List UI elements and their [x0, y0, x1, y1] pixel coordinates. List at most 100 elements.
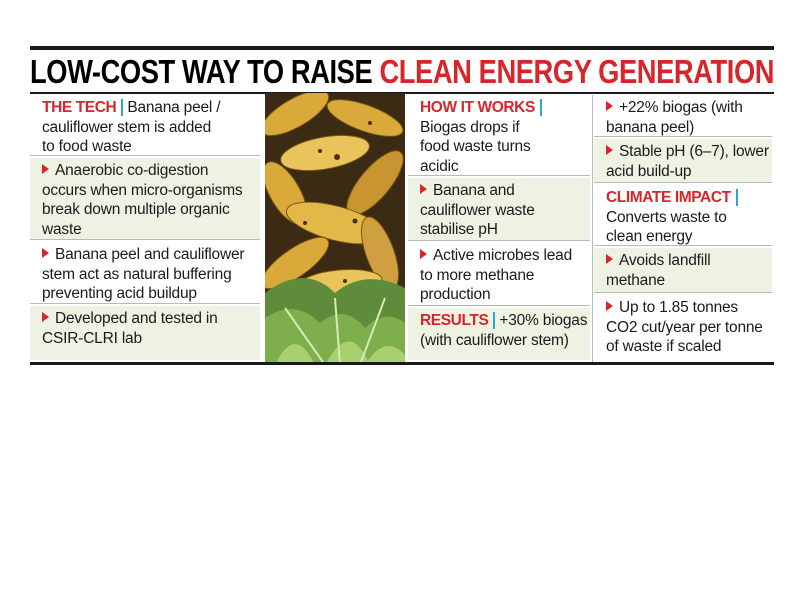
line-text: Avoids landfill [619, 252, 711, 269]
line-text: food waste turns [420, 138, 531, 155]
line-text: Stable pH (6–7), lower [619, 143, 769, 160]
line-text: Active microbes lead [433, 247, 573, 264]
line-text: production [420, 286, 491, 303]
text-line: CLIMATE IMPACT [606, 188, 768, 208]
text-block: Anaerobic co-digestion occurs when micro-… [30, 158, 260, 240]
text-line: preventing acid buildup [42, 284, 256, 304]
text-block: HOW IT WORKS Biogas drops if food waste tu… [408, 95, 590, 176]
text-line: HOW IT WORKS [420, 98, 586, 118]
text-line: to more methane [420, 266, 586, 286]
bullet-arrow [42, 164, 49, 174]
text-line: waste [42, 220, 256, 240]
bullet-arrow [606, 301, 613, 311]
section-label: THE TECH [42, 99, 124, 116]
bullet-arrow [420, 249, 427, 259]
line-text: to more methane [420, 266, 535, 284]
text-line: acid build-up [606, 162, 768, 182]
text-line: production [420, 285, 586, 305]
line-text: clean energy [606, 228, 693, 245]
line-text: Biogas drops if [420, 118, 520, 136]
headline-red: CLEAN ENERGY GENERATION [379, 53, 775, 90]
text-line: Banana and [420, 181, 586, 201]
bottom-rule [30, 362, 774, 365]
text-line: banana peel) [606, 118, 768, 138]
line-text: (with cauliflower stem) [420, 331, 569, 349]
text-block: Avoids landfill methane [594, 248, 772, 293]
line-text: CO2 cut/year per tonne [606, 318, 763, 336]
line-text: Anaerobic co-digestion [55, 162, 209, 179]
line-text: Banana and [433, 182, 515, 199]
photo [265, 93, 405, 365]
headline-black: LOW-COST WAY TO RAISE [30, 53, 373, 90]
text-line: cauliflower stem is added [42, 118, 256, 138]
bullet-arrow [606, 254, 613, 264]
line-text: acidic [420, 157, 459, 175]
line-text: methane [606, 271, 665, 289]
headline: LOW-COST WAY TO RAISE CLEAN ENERGY GENER… [30, 53, 775, 91]
line-text: waste [42, 220, 82, 238]
line-text: CSIR-CLRI lab [42, 329, 142, 347]
text-line: occurs when micro-organisms [42, 181, 256, 201]
text-line: CSIR-CLRI lab [42, 329, 256, 349]
column-divider [592, 95, 593, 363]
text-line: Anaerobic co-digestion [42, 161, 256, 181]
line-text: of waste if scaled [606, 338, 722, 355]
text-line: THE TECH Banana peel / [42, 98, 256, 118]
text-line: break down multiple organic [42, 200, 256, 220]
text-line: clean energy [606, 227, 768, 247]
line-text: preventing acid buildup [42, 285, 197, 302]
top-rule [30, 46, 774, 50]
text-line: Converts waste to [606, 208, 768, 228]
line-text: stem act as natural buffering [42, 265, 232, 283]
line-text: acid build-up [606, 162, 692, 180]
text-block: +22% biogas (with banana peel) [594, 95, 772, 137]
bullet-arrow [606, 145, 613, 155]
text-block: RESULTS +30% biogas (with cauliflower stem… [408, 308, 590, 360]
text-block: CLIMATE IMPACT Converts waste to clean ene… [594, 185, 772, 246]
text-line: methane [606, 271, 768, 291]
text-line: Banana peel and cauliflower [42, 245, 256, 265]
text-line: food waste turns [420, 137, 586, 157]
text-block: Up to 1.85 tonnes CO2 cut/year per tonne o… [594, 295, 772, 360]
line-text: +22% biogas (with [619, 99, 743, 116]
line-text: Banana peel and cauliflower [55, 246, 245, 263]
text-line: of waste if scaled [606, 337, 768, 357]
text-line: cauliflower waste [420, 201, 586, 221]
text-line: Stable pH (6–7), lower [606, 142, 769, 162]
line-text: Converts waste to [606, 208, 727, 226]
text-block: Stable pH (6–7), lower acid build-up [594, 139, 772, 183]
text-line: Biogas drops if [420, 118, 586, 138]
line-text: cauliflower waste [420, 201, 535, 219]
bullet-arrow [42, 312, 49, 322]
line-text: cauliflower stem is added [42, 118, 212, 136]
text-block: THE TECH Banana peel / cauliflower stem is… [30, 95, 260, 156]
line-text: break down multiple organic [42, 201, 230, 218]
line-text: to food waste [42, 138, 132, 155]
bullet-arrow [606, 101, 613, 111]
line-text: Developed and tested in [55, 310, 218, 327]
text-block: Banana peel and cauliflower stem act as n… [30, 242, 260, 304]
bullet-arrow [42, 248, 49, 258]
line-text: banana peel) [606, 118, 695, 136]
text-line: Developed and tested in [42, 309, 256, 329]
text-line: RESULTS +30% biogas [420, 311, 588, 331]
section-label: RESULTS [420, 312, 496, 329]
line-text: Up to 1.85 tonnes [619, 299, 738, 316]
text-line: CO2 cut/year per tonne [606, 318, 768, 338]
line-text: stabilise pH [420, 221, 498, 238]
text-line: stem act as natural buffering [42, 265, 256, 285]
text-block: Developed and tested in CSIR-CLRI lab [30, 306, 260, 360]
text-line: Active microbes lead [420, 246, 586, 266]
section-label: HOW IT WORKS [420, 99, 542, 116]
bullet-arrow [420, 184, 427, 194]
text-block: Banana and cauliflower waste stabilise pH [408, 178, 590, 241]
line-text: +30% biogas [499, 312, 588, 329]
line-text: occurs when micro-organisms [42, 181, 243, 199]
text-line: (with cauliflower stem) [420, 331, 586, 351]
text-line: to food waste [42, 137, 256, 157]
text-line: acidic [420, 157, 586, 177]
text-block: Active microbes lead to more methane produ… [408, 243, 590, 306]
section-label: CLIMATE IMPACT [606, 189, 738, 206]
text-line: stabilise pH [420, 220, 586, 240]
